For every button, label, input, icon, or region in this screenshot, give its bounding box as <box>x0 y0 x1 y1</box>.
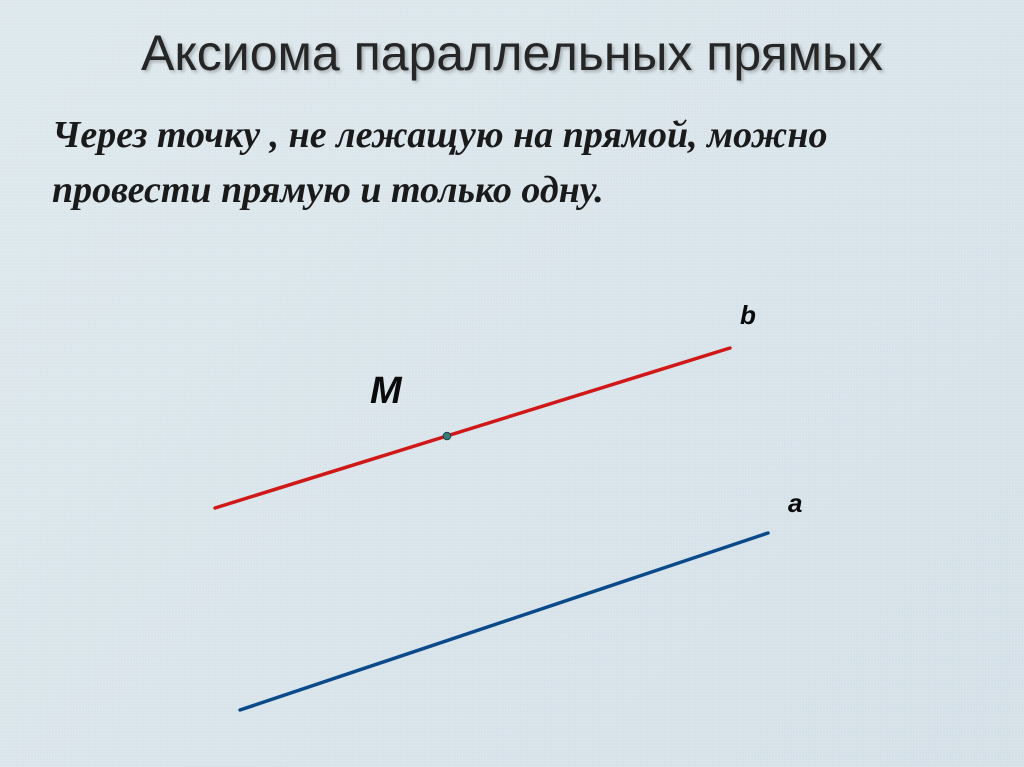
line-a-label: a <box>788 488 802 519</box>
line-a <box>240 533 768 710</box>
line-b <box>215 348 730 508</box>
geometry-diagram <box>0 0 1024 767</box>
point-m-dot <box>443 432 451 440</box>
line-b-label: b <box>740 300 756 331</box>
point-m-label: М <box>370 370 402 413</box>
